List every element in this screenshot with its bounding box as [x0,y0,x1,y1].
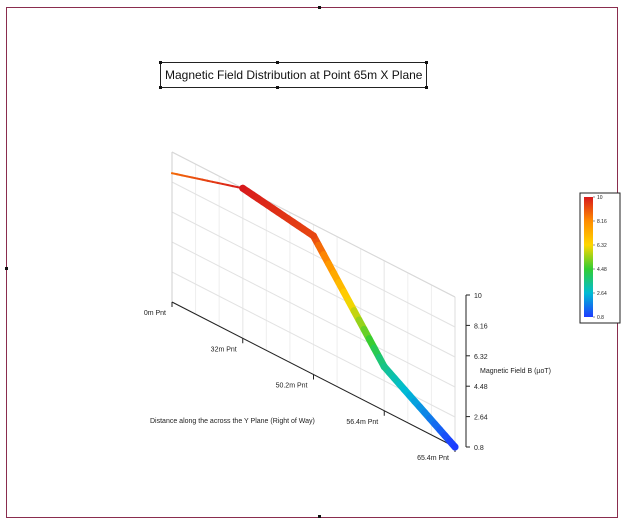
colorbar-gradient [584,197,593,317]
colorbar-tick-label: 2.64 [597,291,607,297]
data-point [380,363,388,371]
axis-labels: 0m Pnt 32m Pnt 50.2m Pnt 56.4m Pnt 65.4m Pnt… [144,293,551,462]
colorbar-tick-label: 4.48 [597,267,607,273]
colorbar-tick-label: 10 [597,195,603,201]
x-tick-label: 56.4m Pnt [346,419,378,426]
z-tick-label: 2.64 [474,415,488,422]
x-axis-label: Distance along the across the Y Plane (R… [150,418,315,425]
data-point [310,232,317,240]
data-point [239,184,247,192]
grid-line-horizontal [171,211,456,358]
colorbar-legend: 10 8.16 6.32 4.48 2.64 0.8 [579,192,621,324]
chart-frame [5,6,618,518]
z-tick-label: 6.32 [474,354,488,361]
colorbar-tick-label: 0.8 [597,315,604,321]
chart-title: Magnetic Field Distribution at Point 65m… [165,68,423,82]
data-point [451,443,459,451]
axes [171,294,470,452]
colorbar-tick-label: 8.16 [597,219,607,225]
top-wall-edge [171,151,456,298]
series-line [171,172,459,451]
selection-handle-top[interactable] [318,6,321,9]
z-tick-label: 10 [474,293,482,300]
grid-line-horizontal [171,181,456,328]
z-axis-label: Magnetic Field B (µoT) [480,368,551,375]
x-tick-label: 65.4m Pnt [417,455,449,462]
x-tick-label: 0m Pnt [144,310,166,317]
chart-title-box[interactable]: Magnetic Field Distribution at Point 65m… [159,61,429,89]
grid-line-horizontal [171,241,456,388]
grid-lines [171,151,456,448]
z-tick-label: 4.48 [474,384,488,391]
z-tick-label: 8.16 [474,323,488,330]
selection-handle-left[interactable] [5,267,8,270]
z-tick-label: 0.8 [474,445,484,452]
colorbar-tick-label: 6.32 [597,243,607,249]
x-tick-label: 50.2m Pnt [276,383,308,390]
x-tick-label: 32m Pnt [211,346,237,353]
selection-handle-bottom[interactable] [318,515,321,518]
data-point [171,172,173,175]
